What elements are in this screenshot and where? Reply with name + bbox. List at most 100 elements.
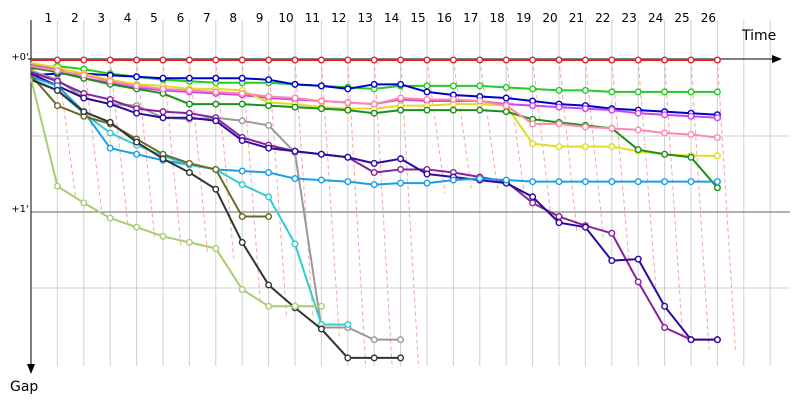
data-point: [291, 302, 299, 310]
x-tick-label: 15: [410, 11, 425, 25]
data-point: [265, 76, 273, 84]
data-point: [212, 56, 220, 64]
data-point: [608, 56, 616, 64]
data-point: [238, 74, 246, 82]
data-point: [502, 108, 510, 116]
data-point: [555, 143, 563, 151]
data-point: [133, 109, 141, 117]
x-tick-label: 20: [542, 11, 557, 25]
data-point: [370, 168, 378, 176]
lap-trace: [452, 59, 472, 191]
data-point: [555, 103, 563, 111]
x-tick-label: 7: [203, 11, 211, 25]
x-tick-label: 9: [256, 11, 264, 25]
lap-trace: [373, 59, 393, 368]
data-point: [502, 94, 510, 102]
data-point: [265, 193, 273, 201]
data-point: [106, 144, 114, 152]
data-point: [449, 106, 457, 114]
data-point: [212, 185, 220, 193]
data-point: [529, 85, 537, 93]
lap-trace: [320, 59, 340, 340]
x-tick-label: 25: [674, 11, 689, 25]
lap-trace: [637, 59, 657, 292]
data-point: [185, 74, 193, 82]
data-point: [238, 56, 246, 64]
x-tick-label: 2: [71, 11, 79, 25]
data-point: [238, 137, 246, 145]
data-point: [265, 144, 273, 152]
data-point: [291, 103, 299, 111]
data-point: [317, 302, 325, 310]
data-point: [212, 74, 220, 82]
data-point: [265, 213, 273, 221]
data-point: [713, 88, 721, 96]
x-tick-label: 21: [569, 11, 584, 25]
data-point: [449, 176, 457, 184]
data-point: [687, 88, 695, 96]
data-point: [529, 193, 537, 201]
data-point: [133, 150, 141, 158]
data-point: [661, 129, 669, 137]
data-point: [661, 150, 669, 158]
data-point: [291, 240, 299, 248]
data-point: [370, 100, 378, 108]
data-point: [344, 354, 352, 362]
data-point: [265, 281, 273, 289]
lap-trace: [241, 59, 261, 300]
data-point: [634, 126, 642, 134]
x-tick-label: 17: [463, 11, 478, 25]
data-point: [608, 143, 616, 151]
data-point: [634, 88, 642, 96]
data-point: [634, 56, 642, 64]
data-point: [555, 213, 563, 221]
data-point: [159, 56, 167, 64]
data-point: [238, 100, 246, 108]
data-point: [53, 86, 61, 94]
data-point: [687, 130, 695, 138]
data-point: [80, 71, 88, 79]
data-point: [713, 134, 721, 142]
data-point: [344, 320, 352, 328]
data-point: [502, 56, 510, 64]
x-tick-labels: 1 2 3 4 5 6 7 8 9 10 11 12 13 14 15 16 17 18 19 20 21 22 23 24 2…: [45, 11, 716, 25]
data-point: [476, 56, 484, 64]
series-lines: [30, 56, 721, 362]
data-point: [344, 106, 352, 114]
data-point: [397, 155, 405, 163]
lap-trace: [347, 59, 367, 368]
data-point: [133, 138, 141, 146]
data-point: [265, 121, 273, 129]
data-point: [212, 100, 220, 108]
data-point: [238, 181, 246, 189]
x-tick-label: 11: [305, 11, 320, 25]
data-point: [265, 56, 273, 64]
lap-trace: [479, 59, 499, 191]
data-point: [185, 100, 193, 108]
data-point: [608, 124, 616, 132]
x-axis-label: Time: [741, 28, 776, 44]
data-point: [529, 178, 537, 186]
data-point: [80, 94, 88, 102]
data-point: [608, 106, 616, 114]
data-point: [397, 336, 405, 344]
data-point: [344, 56, 352, 64]
data-point: [265, 102, 273, 110]
data-point: [159, 74, 167, 82]
lap-trace: [83, 59, 103, 213]
data-point: [212, 88, 220, 96]
data-point: [713, 56, 721, 64]
data-point: [423, 170, 431, 178]
data-point: [53, 56, 61, 64]
data-point: [80, 199, 88, 207]
data-point: [687, 153, 695, 161]
data-point: [555, 178, 563, 186]
data-point: [397, 354, 405, 362]
data-point: [397, 165, 405, 173]
data-point: [265, 168, 273, 176]
data-point: [529, 199, 537, 207]
data-point: [687, 56, 695, 64]
data-point: [291, 56, 299, 64]
data-point: [713, 184, 721, 192]
data-point: [687, 178, 695, 186]
